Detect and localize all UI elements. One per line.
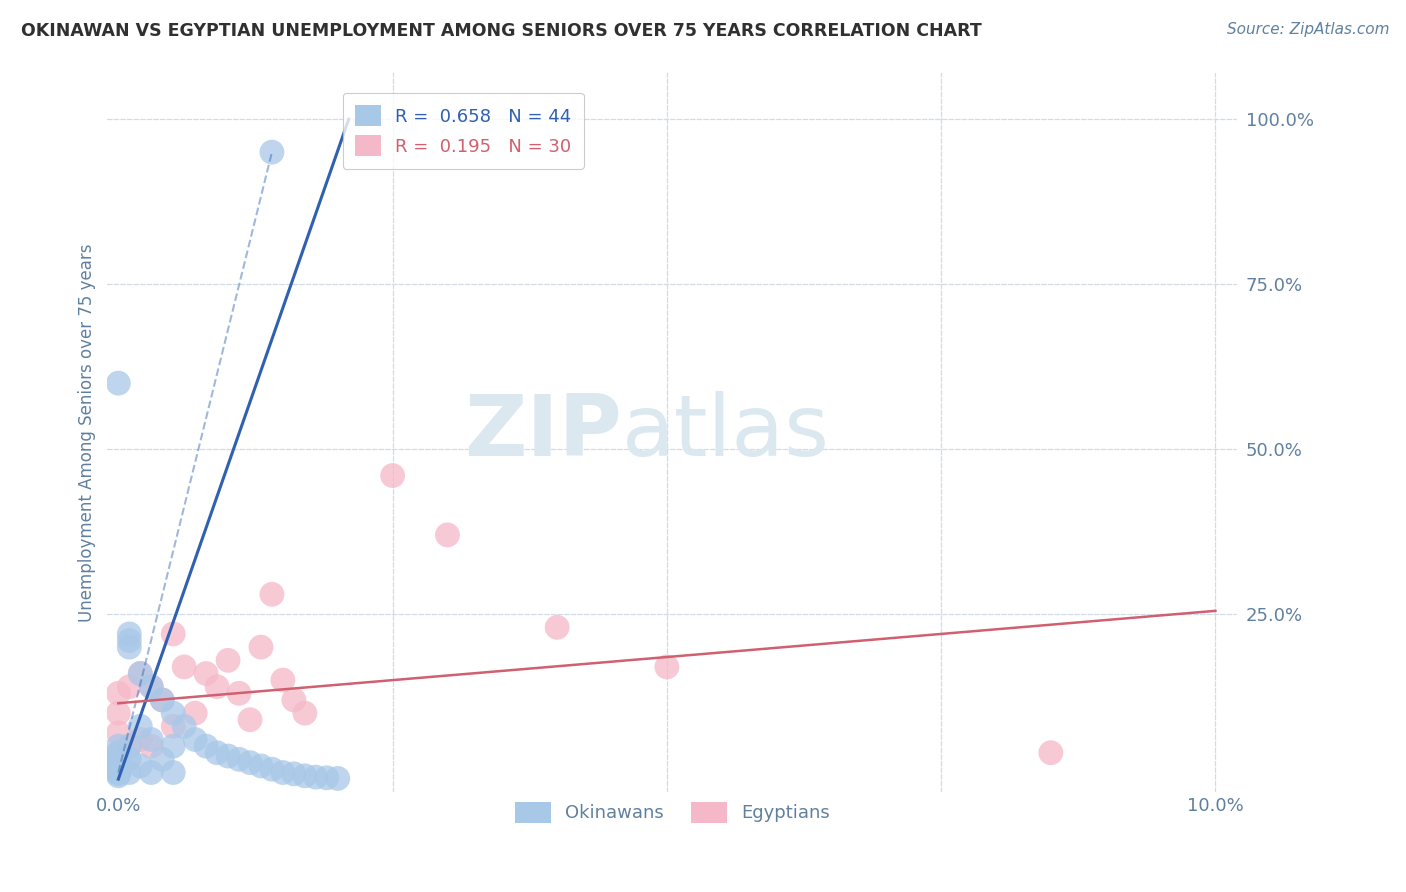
Point xyxy=(107,706,129,720)
Text: atlas: atlas xyxy=(621,392,830,475)
Point xyxy=(239,756,262,770)
Point xyxy=(205,746,228,760)
Point xyxy=(107,769,129,783)
Point xyxy=(546,620,568,634)
Point xyxy=(118,627,141,641)
Point xyxy=(1039,746,1062,760)
Point xyxy=(141,739,163,753)
Point xyxy=(271,765,294,780)
Point xyxy=(283,693,305,707)
Point xyxy=(107,746,129,760)
Point xyxy=(260,587,283,601)
Text: OKINAWAN VS EGYPTIAN UNEMPLOYMENT AMONG SENIORS OVER 75 YEARS CORRELATION CHART: OKINAWAN VS EGYPTIAN UNEMPLOYMENT AMONG … xyxy=(21,22,981,40)
Point xyxy=(173,719,195,733)
Point xyxy=(205,680,228,694)
Point xyxy=(294,706,316,720)
Point xyxy=(107,765,129,780)
Point xyxy=(129,666,152,681)
Point xyxy=(162,719,184,733)
Point xyxy=(239,713,262,727)
Point xyxy=(129,719,152,733)
Point xyxy=(107,756,129,770)
Point xyxy=(260,762,283,776)
Point xyxy=(118,739,141,753)
Point xyxy=(129,732,152,747)
Point xyxy=(250,640,273,654)
Text: ZIP: ZIP xyxy=(464,392,621,475)
Point xyxy=(129,759,152,773)
Point xyxy=(655,660,678,674)
Point xyxy=(150,693,173,707)
Point xyxy=(184,732,207,747)
Point xyxy=(141,732,163,747)
Y-axis label: Unemployment Among Seniors over 75 years: Unemployment Among Seniors over 75 years xyxy=(79,244,96,622)
Point xyxy=(162,627,184,641)
Point xyxy=(228,752,250,766)
Point xyxy=(118,633,141,648)
Point xyxy=(107,767,129,781)
Point xyxy=(129,666,152,681)
Point xyxy=(107,762,129,776)
Point xyxy=(294,769,316,783)
Point xyxy=(260,145,283,160)
Point xyxy=(141,680,163,694)
Point xyxy=(118,752,141,766)
Point xyxy=(107,726,129,740)
Point xyxy=(107,746,129,760)
Point xyxy=(271,673,294,687)
Point xyxy=(436,528,458,542)
Point xyxy=(326,772,349,786)
Point xyxy=(107,686,129,700)
Point xyxy=(184,706,207,720)
Point xyxy=(107,739,129,753)
Point xyxy=(162,765,184,780)
Point xyxy=(118,680,141,694)
Point xyxy=(141,765,163,780)
Point xyxy=(283,767,305,781)
Text: Source: ZipAtlas.com: Source: ZipAtlas.com xyxy=(1226,22,1389,37)
Point xyxy=(162,739,184,753)
Point xyxy=(107,752,129,766)
Point xyxy=(150,693,173,707)
Point xyxy=(228,686,250,700)
Point xyxy=(162,706,184,720)
Point xyxy=(173,660,195,674)
Point xyxy=(381,468,404,483)
Point xyxy=(150,752,173,766)
Point xyxy=(315,771,337,785)
Point xyxy=(118,640,141,654)
Point xyxy=(141,680,163,694)
Point xyxy=(107,759,129,773)
Point xyxy=(250,759,273,773)
Point xyxy=(107,749,129,764)
Legend: Okinawans, Egyptians: Okinawans, Egyptians xyxy=(508,795,838,830)
Point xyxy=(107,376,129,391)
Point xyxy=(195,739,218,753)
Point xyxy=(195,666,218,681)
Point xyxy=(118,765,141,780)
Point xyxy=(305,770,328,784)
Point xyxy=(118,739,141,753)
Point xyxy=(217,653,239,667)
Point xyxy=(217,749,239,764)
